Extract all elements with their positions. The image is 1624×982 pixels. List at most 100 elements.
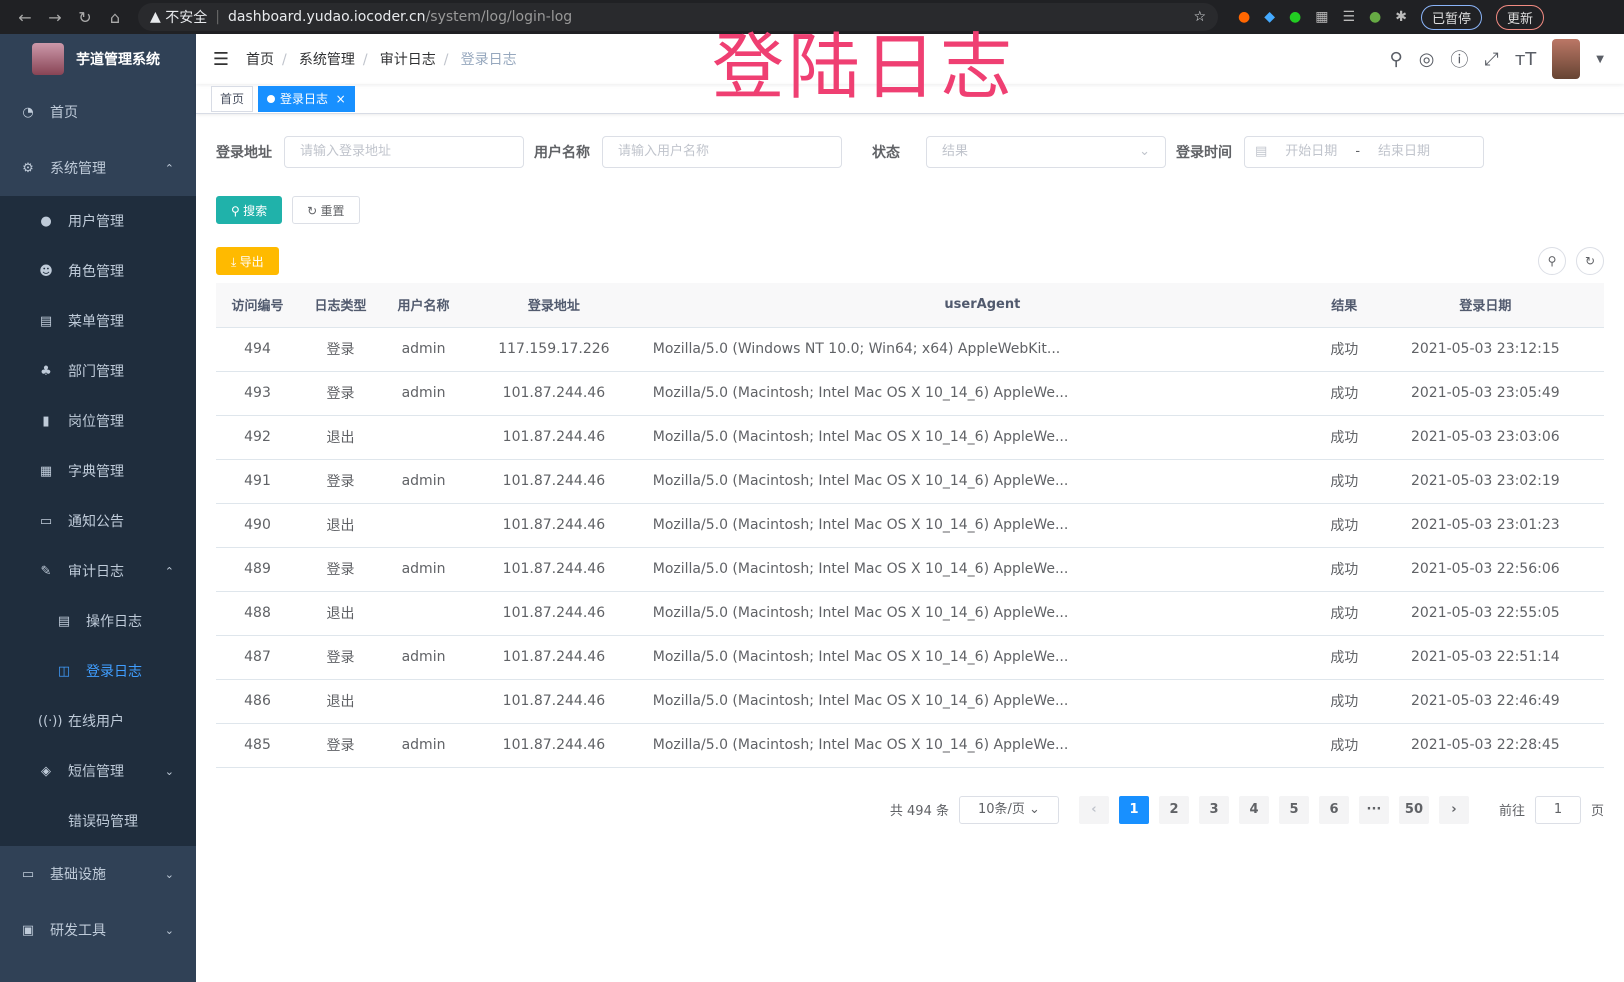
sidebar-item[interactable]: ◈ 短信管理 ⌄ [0,746,196,796]
start-date[interactable]: 开始日期 [1285,144,1338,159]
column-header: 日志类型 [299,283,383,328]
extension-icon[interactable]: ● [1238,9,1251,25]
avatar[interactable] [1552,39,1581,79]
sidebar-item[interactable]: ▦ 字典管理 [0,446,196,496]
table-row: 488 退出 101.87.244.46 Mozilla/5.0 (Macintosh… [216,591,1604,636]
hamburger-icon[interactable]: ☰ [212,48,230,70]
reload-icon[interactable]: ↻ [78,7,92,27]
sidebar-item[interactable]: ◔ 首页 [0,84,196,140]
page-button[interactable]: 5 [1278,795,1309,824]
filter-form: 登录地址 请输入登录地址 用户名称 请输入用户名称 状态 结果 ⌄ 登录时间 ▤ … [216,136,1604,168]
date-range-picker[interactable]: ▤ 开始日期 - 结束日期 [1244,136,1484,168]
font-size-icon[interactable]: ᴛT [1514,48,1537,70]
sidebar-item[interactable]: ▮ 岗位管理 [0,396,196,446]
address-bar[interactable]: ▲ 不安全 | dashboard.yudao.iocoder.cn /syst… [138,3,1218,31]
extension-icon[interactable]: ● [1289,9,1302,25]
update-button[interactable]: 更新 [1495,4,1544,30]
table-cell: 2021-05-03 22:28:45 [1366,723,1604,768]
search-button[interactable]: ⚲ 搜索 [216,196,283,224]
table-cell: 491 [216,459,300,504]
sidebar-item[interactable]: ☻ 角色管理 [0,246,196,296]
tag-login-log[interactable]: 登录日志 × [258,85,355,112]
sidebar-item[interactable]: ▤ 操作日志 [0,596,196,646]
goto-page-input[interactable]: 1 [1534,795,1581,824]
sidebar-item[interactable]: ▣ 研发工具 ⌄ [0,902,196,958]
home-icon[interactable]: ⌂ [109,7,121,27]
sidebar-item[interactable]: ⚙ 系统管理 ⌃ [0,140,196,196]
breadcrumb-item[interactable]: 首页 [246,52,274,68]
profile-button[interactable]: 已暂停 [1420,4,1482,30]
export-button[interactable]: ⤓ 导出 [216,247,279,275]
refresh-icon[interactable]: ↻ [1576,247,1604,275]
ip-input[interactable]: 请输入登录地址 [284,136,524,168]
extension-icon[interactable]: ▦ [1315,9,1329,25]
username-input[interactable]: 请输入用户名称 [602,136,842,168]
sidebar-item[interactable]: 错误码管理 [0,796,196,846]
table-cell: 494 [216,327,300,372]
end-date[interactable]: 结束日期 [1378,144,1431,159]
breadcrumb-item[interactable]: 审计日志 [379,52,436,68]
sidebar-item-label: 短信管理 [68,764,124,780]
table-cell: 退出 [299,679,383,724]
prev-page-button[interactable]: ‹ [1078,795,1109,824]
page-button[interactable]: 2 [1158,795,1189,824]
toggle-search-icon[interactable]: ⚲ [1538,247,1566,275]
table-cell: 101.87.244.46 [465,503,643,548]
table-cell [382,503,466,548]
table-cell: 101.87.244.46 [465,371,643,416]
page-size-select[interactable]: 10条/页 ⌄ [958,795,1059,824]
sidebar-logo[interactable]: 芋道管理系统 [0,34,196,84]
sidebar-item[interactable]: ▭ 通知公告 [0,496,196,546]
back-icon[interactable]: ← [18,7,32,27]
page-button[interactable]: 50 [1398,795,1429,824]
table-cell: 登录 [299,547,383,592]
table-cell: 486 [216,679,300,724]
sidebar-item[interactable]: ((·)) 在线用户 [0,696,196,746]
sidebar-item[interactable]: ▭ 基础设施 ⌄ [0,846,196,902]
sidebar-item[interactable]: ◫ 登录日志 [0,646,196,696]
caret-down-icon[interactable]: ▼ [1596,53,1604,65]
table-cell: 2021-05-03 23:03:06 [1366,415,1604,460]
forward-icon[interactable]: → [48,7,62,27]
extension-icon[interactable]: ◆ [1264,9,1275,25]
puzzle-icon[interactable]: ✱ [1395,9,1407,25]
sidebar-item[interactable]: ✎ 审计日志 ⌃ [0,546,196,596]
sidebar-item[interactable]: ▤ 菜单管理 [0,296,196,346]
sidebar-item[interactable]: ● 用户管理 [0,196,196,246]
user-icon: ● [40,213,52,229]
page-button[interactable]: 4 [1238,795,1269,824]
github-icon[interactable]: ◎ [1418,48,1435,70]
calendar-icon: ▤ [1255,144,1268,159]
close-icon[interactable]: × [331,91,346,106]
table-row: 487 登录 admin 101.87.244.46 Mozilla/5.0 (Maci… [216,635,1604,680]
url-host: dashboard.yudao.iocoder.cn [227,9,426,25]
status-select[interactable]: 结果 ⌄ [926,136,1166,168]
fullscreen-icon[interactable]: ⤢ [1484,48,1499,70]
table-cell: Mozilla/5.0 (Macintosh; Intel Mac OS X 1… [642,635,1322,680]
reset-button[interactable]: ↻ 重置 [292,196,360,224]
chevron-up-icon: ⌃ [164,161,174,175]
breadcrumb-item[interactable]: 系统管理 [298,52,355,68]
page-button[interactable]: ··· [1358,795,1389,824]
bookmark-star-icon[interactable]: ☆ [1193,9,1206,25]
page-button[interactable]: 6 [1318,795,1349,824]
sidebar-item[interactable]: ♣ 部门管理 [0,346,196,396]
question-icon[interactable]: ⓘ [1450,50,1469,71]
sidebar-item-label: 在线用户 [68,714,124,730]
table-cell [382,679,466,724]
page-button[interactable]: 1 [1118,795,1149,824]
page-button[interactable]: 3 [1198,795,1229,824]
table-cell: 2021-05-03 22:55:05 [1366,591,1604,636]
next-page-button[interactable]: › [1438,795,1469,824]
chevron-down-icon: ⌄ [1139,144,1150,159]
tag-home[interactable]: 首页 [211,85,254,112]
reset-label: 重置 [320,204,345,218]
column-header: 登录地址 [465,283,643,328]
search-icon[interactable]: ⚲ [1389,48,1403,70]
extension-icon[interactable]: ● [1369,9,1382,25]
table-cell: admin [382,327,466,372]
table-cell: Mozilla/5.0 (Macintosh; Intel Mac OS X 1… [642,415,1322,460]
table-cell: 492 [216,415,300,460]
extension-icon[interactable]: ☰ [1342,9,1356,25]
table-cell: 101.87.244.46 [465,635,643,680]
